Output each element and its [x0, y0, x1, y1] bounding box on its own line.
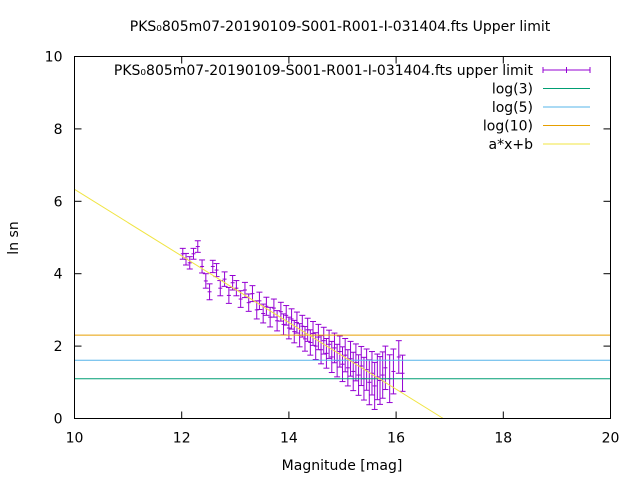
legend-label: a*x+b	[489, 137, 534, 153]
x-tick-label: 12	[173, 431, 191, 447]
data-point	[344, 349, 351, 387]
data-point	[213, 263, 220, 278]
legend-label: log(10)	[483, 119, 533, 135]
data-point	[202, 273, 209, 289]
data-point	[355, 354, 362, 396]
data-point	[206, 283, 213, 301]
legend-entry: log(10)	[483, 119, 590, 135]
x-tick-label: 18	[494, 431, 512, 447]
data-point	[374, 353, 381, 401]
legend-entry: log(3)	[492, 82, 590, 98]
data-point	[274, 310, 281, 332]
legend-entry: log(5)	[492, 100, 590, 116]
data-point	[379, 351, 386, 399]
data-point	[390, 348, 397, 395]
data-point	[352, 343, 359, 382]
data-point	[283, 305, 290, 326]
data-point	[237, 290, 244, 308]
data-point	[209, 259, 216, 274]
data-point	[339, 346, 346, 383]
data-point	[312, 332, 319, 360]
data-point	[225, 286, 232, 304]
x-tick-label: 16	[387, 431, 405, 447]
x-tick-label: 20	[602, 431, 620, 447]
data-point	[315, 323, 322, 351]
data-point	[221, 271, 228, 287]
y-tick-label: 10	[45, 50, 63, 66]
data-point	[277, 301, 284, 322]
data-point	[328, 340, 335, 374]
x-tick-label: 14	[280, 431, 298, 447]
y-tick-label: 2	[54, 339, 63, 355]
data-point	[399, 354, 406, 392]
y-axis-label: ln sn	[6, 221, 22, 254]
data-point	[347, 340, 354, 377]
data-point	[280, 313, 287, 336]
axis-ticks: 10 12 14 16 18 20 0 2 4 6 8 10	[45, 50, 620, 447]
data-point	[307, 329, 314, 356]
data-point	[323, 337, 330, 369]
y-tick-label: 4	[54, 267, 63, 283]
data-point	[182, 252, 189, 266]
legend: PKS₀805m07-20190109-S001-R001-I-031404.f…	[114, 63, 591, 153]
data-point	[310, 320, 317, 346]
data-point	[217, 280, 224, 297]
data-point	[194, 240, 201, 253]
data-point	[291, 319, 298, 344]
legend-label: PKS₀805m07-20190109-S001-R001-I-031404.f…	[114, 63, 534, 79]
data-point	[395, 340, 402, 374]
data-point	[301, 326, 308, 352]
data-point	[270, 298, 277, 318]
plot-frame	[74, 56, 611, 419]
data-point	[331, 332, 338, 364]
chart-title: PKS₀805m07-20190109-S001-R001-I-031404.f…	[130, 19, 551, 35]
y-tick-label: 6	[54, 194, 63, 210]
data-point	[288, 308, 295, 330]
data-point	[326, 329, 333, 359]
data-point	[320, 326, 327, 355]
data-point	[190, 247, 197, 260]
data-layer	[74, 188, 611, 419]
data-point	[186, 256, 193, 270]
x-tick-label: 10	[66, 431, 84, 447]
data-point	[293, 311, 300, 334]
legend-entry: PKS₀805m07-20190109-S001-R001-I-031404.f…	[114, 63, 591, 79]
fit-line	[74, 188, 444, 419]
legend-entry: a*x+b	[489, 137, 590, 153]
y-tick-label: 0	[54, 412, 63, 428]
data-point	[350, 351, 357, 392]
data-point	[366, 359, 373, 406]
y-tick-label: 8	[54, 122, 63, 138]
x-axis-label: Magnitude [mag]	[282, 458, 403, 474]
data-point	[260, 303, 267, 324]
legend-label: log(5)	[492, 100, 533, 116]
data-point	[233, 280, 240, 297]
data-point	[263, 296, 270, 316]
data-point	[342, 337, 349, 373]
data-point	[336, 335, 343, 368]
data-point	[371, 361, 378, 410]
data-point	[199, 259, 206, 274]
data-point	[256, 291, 263, 311]
legend-label: log(3)	[492, 82, 533, 98]
